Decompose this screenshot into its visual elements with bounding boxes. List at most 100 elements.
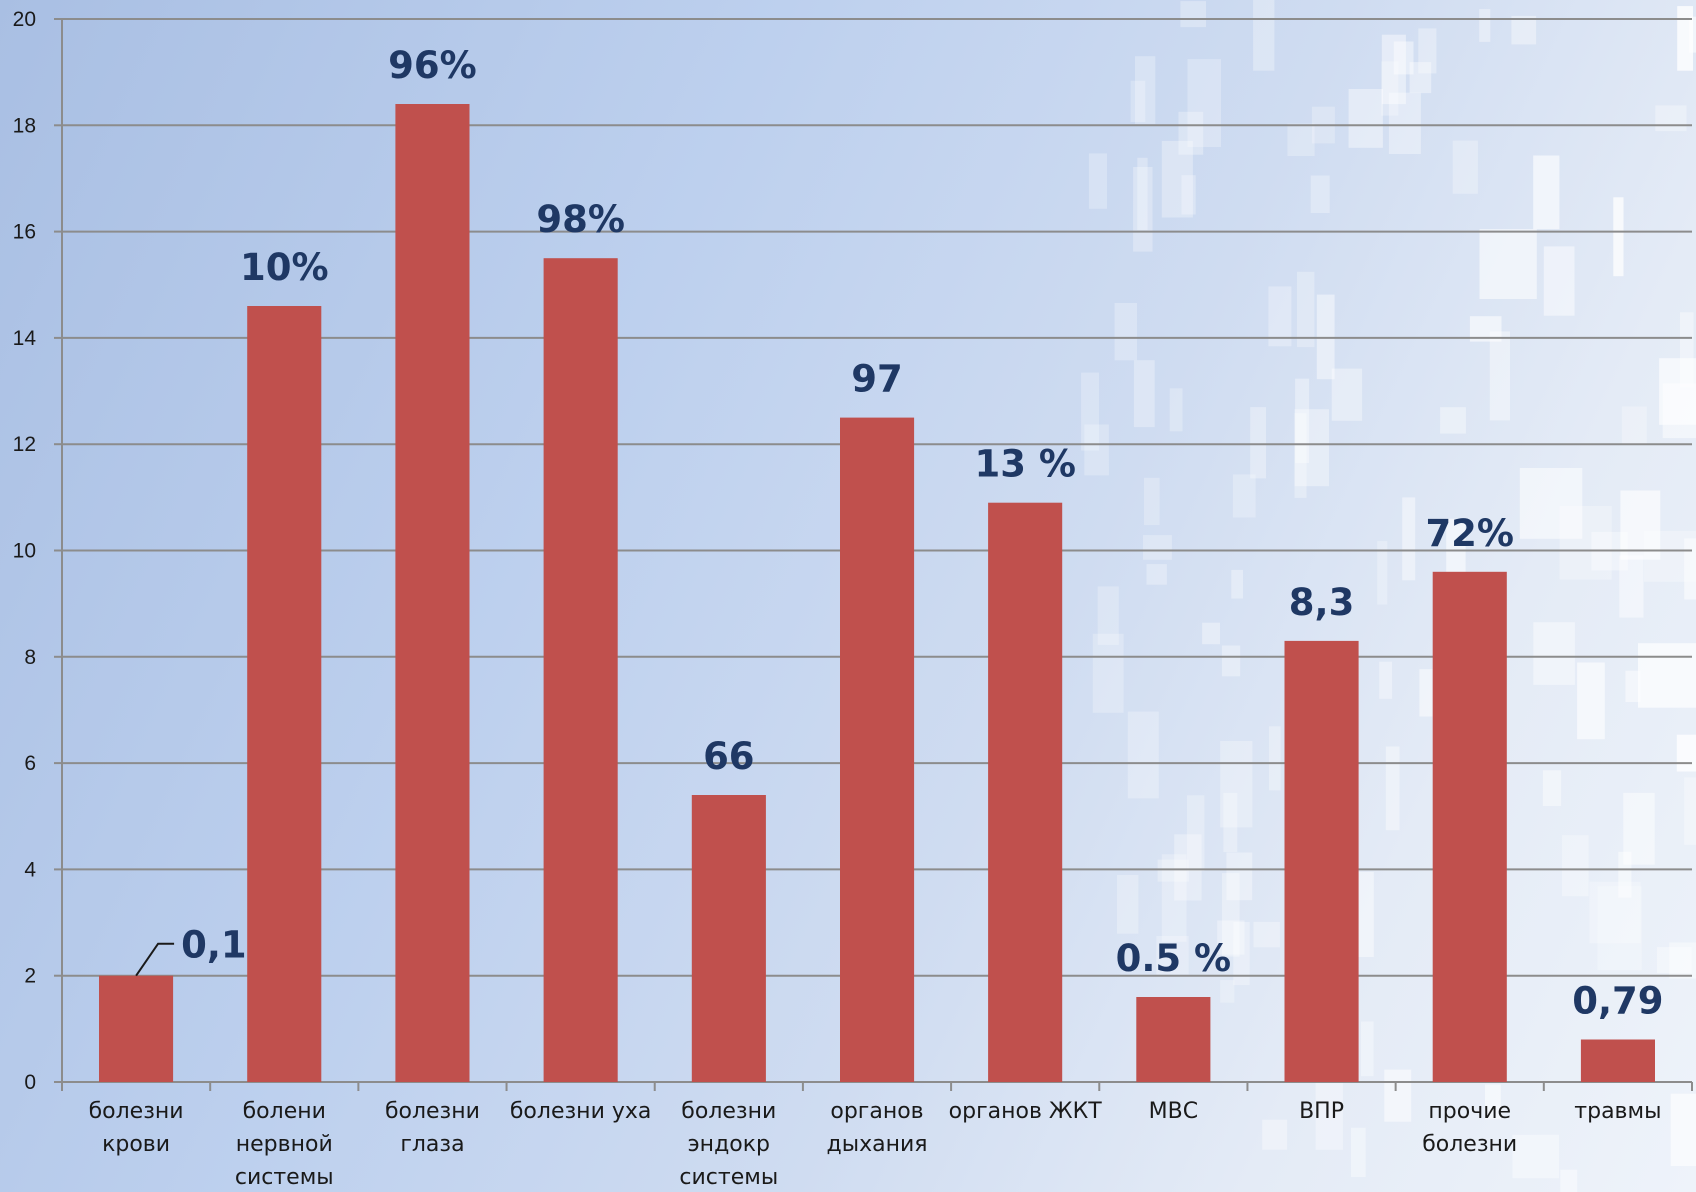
background-tile xyxy=(1377,541,1388,605)
background-tile xyxy=(1169,388,1183,432)
background-tile xyxy=(1348,89,1383,148)
background-tile xyxy=(1670,1093,1696,1166)
bar xyxy=(1136,997,1211,1082)
background-tile xyxy=(1156,936,1189,975)
background-tile xyxy=(1489,331,1510,421)
background-tile xyxy=(1268,286,1292,347)
background-tile xyxy=(1222,873,1240,957)
y-tick-label: 8 xyxy=(24,646,36,669)
y-tick-label: 10 xyxy=(13,540,36,563)
background-tile xyxy=(1092,633,1124,713)
background-tile xyxy=(1233,922,1250,986)
x-category-label: ВПР xyxy=(1299,1099,1344,1124)
y-tick-label: 18 xyxy=(13,114,36,137)
background-tile xyxy=(1287,123,1315,156)
background-tile xyxy=(1440,407,1466,434)
background-tile xyxy=(1388,92,1421,154)
background-tile xyxy=(1081,372,1099,451)
data-label: 66 xyxy=(703,735,755,778)
x-category-label: прочие болезни xyxy=(1422,1099,1517,1157)
bar xyxy=(988,502,1063,1082)
x-axis-category-labels: болезни крови болени нервной системы болезни г… xyxy=(89,1099,1662,1190)
background-tile xyxy=(1310,175,1330,213)
bar xyxy=(691,795,766,1082)
background-tile xyxy=(1452,140,1478,194)
background-tile xyxy=(1220,980,1235,1003)
background-tile xyxy=(1618,851,1632,898)
background-tile xyxy=(1589,881,1641,944)
x-category-label: органов ЖКТ xyxy=(949,1099,1103,1124)
background-tile xyxy=(1533,155,1560,230)
bar xyxy=(247,306,322,1082)
background-tile xyxy=(1620,490,1661,560)
background-tile xyxy=(1331,368,1363,421)
data-label: 13 % xyxy=(974,443,1075,486)
background-tile xyxy=(1562,835,1589,897)
background-tile xyxy=(1226,852,1253,901)
background-tile xyxy=(1250,407,1266,479)
background-tile xyxy=(1127,711,1159,799)
background-tile xyxy=(1533,622,1575,685)
background-tile xyxy=(1621,406,1647,444)
y-tick-label: 4 xyxy=(24,858,36,881)
data-label: 8,3 xyxy=(1289,581,1355,624)
y-tick-label: 20 xyxy=(13,8,36,31)
background-tile xyxy=(1135,56,1156,124)
background-tile xyxy=(1625,670,1641,703)
data-label: 0,79 xyxy=(1572,979,1663,1022)
data-label: 10% xyxy=(240,246,329,289)
x-category-label: органов дыхания xyxy=(827,1099,928,1157)
x-category-label: травмы xyxy=(1574,1099,1661,1124)
background-tile xyxy=(1253,0,1275,71)
background-tile xyxy=(1669,942,1696,979)
data-labels: 0,1 10% 96% 98% 66 97 13 % 0.5 % 8,3 72% 0,79 xyxy=(135,44,1664,1022)
background-tile xyxy=(1446,518,1466,577)
background-tile xyxy=(1088,153,1107,209)
background-tile xyxy=(1613,197,1624,277)
background-tile xyxy=(1202,622,1220,645)
background-tile xyxy=(1114,303,1137,361)
background-tile xyxy=(1384,1069,1412,1122)
background-tile xyxy=(1519,468,1583,539)
background-tile xyxy=(1419,669,1433,717)
x-category-label: болезни глаза xyxy=(385,1099,480,1157)
background-tile xyxy=(1379,661,1393,699)
background-tile xyxy=(1680,312,1694,388)
background-tile xyxy=(1187,795,1205,872)
x-category-label: болезни эндокр системы xyxy=(679,1099,778,1190)
data-label: 97 xyxy=(851,358,903,401)
background-tile xyxy=(1360,1021,1374,1077)
data-label-leader-line xyxy=(135,942,175,977)
background-tile xyxy=(1294,413,1307,498)
background-tile xyxy=(1297,271,1315,348)
background-tile xyxy=(1217,920,1245,955)
background-tile xyxy=(1479,229,1537,299)
background-tile xyxy=(1262,1119,1288,1150)
data-label: 0.5 % xyxy=(1116,937,1232,980)
y-tick-label: 14 xyxy=(13,327,37,350)
background-tile xyxy=(1181,175,1196,215)
background-tile xyxy=(1130,80,1146,122)
background-tile xyxy=(1597,886,1642,971)
background-tile xyxy=(1253,921,1280,948)
background-tile xyxy=(1084,424,1109,476)
background-tile xyxy=(1577,662,1605,740)
y-axis-tick-labels: 0 2 4 6 8 10 12 14 16 18 20 xyxy=(13,8,62,1094)
bar xyxy=(543,258,618,1082)
y-tick-label: 16 xyxy=(13,221,36,244)
bars xyxy=(99,104,1655,1083)
bar xyxy=(395,104,470,1082)
background-tile xyxy=(1381,61,1399,116)
background-tile xyxy=(1231,569,1243,599)
bar xyxy=(99,975,174,1082)
background-tile xyxy=(1623,792,1655,865)
data-label: 0,1 xyxy=(181,924,247,967)
background-tile xyxy=(1133,360,1155,428)
background-tile xyxy=(1409,62,1432,94)
background-tile xyxy=(1187,59,1221,147)
background-tile xyxy=(1512,1134,1559,1179)
background-tile xyxy=(1644,530,1696,582)
x-category-label: болезни уха xyxy=(510,1099,652,1124)
background-tile xyxy=(1146,564,1167,585)
background-tile xyxy=(1097,586,1119,645)
